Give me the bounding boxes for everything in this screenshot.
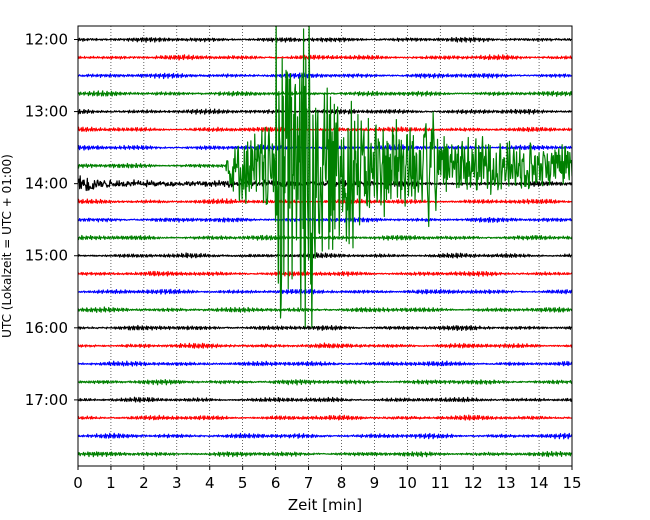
trace-line-0	[78, 36, 572, 43]
y-tick-label: 13:00	[25, 103, 68, 121]
y-tick-label: 17:00	[25, 391, 68, 409]
trace-line-10	[78, 216, 572, 223]
trace-group	[78, 26, 572, 458]
x-tick-label: 4	[205, 474, 215, 492]
x-tick-label: 13	[497, 474, 516, 492]
x-tick-label: 1	[106, 474, 116, 492]
trace-line-9	[78, 198, 572, 205]
trace-line-12	[78, 252, 572, 259]
trace-line-17	[78, 342, 572, 349]
x-tick-label: 0	[73, 474, 83, 492]
plot-frame	[77, 25, 573, 467]
trace-line-15	[78, 306, 572, 313]
trace-line-20	[78, 396, 572, 403]
x-axis-title: Zeit [min]	[288, 496, 362, 514]
trace-line-21	[78, 414, 572, 421]
grid-lines	[110, 26, 540, 466]
trace-line-8	[78, 175, 572, 192]
x-tick-label: 6	[271, 474, 281, 492]
x-tick-label: 10	[398, 474, 417, 492]
trace-line-18	[78, 360, 572, 367]
x-tick-label: 12	[464, 474, 483, 492]
trace-line-1	[78, 54, 572, 61]
y-tick-label: 15:00	[25, 247, 68, 265]
x-tick-label: 8	[337, 474, 347, 492]
trace-line-2	[78, 72, 572, 80]
trace-line-3	[78, 90, 572, 97]
x-tick-label: 11	[431, 474, 450, 492]
y-tick-label: 12:00	[25, 31, 68, 49]
trace-line-7	[78, 26, 572, 328]
x-tick-label: 15	[562, 474, 581, 492]
x-axis-ticks: 0 1 2 3 4 5 6 7 8 9 10 11 12 13 14 15	[73, 466, 582, 492]
trace-line-16	[78, 324, 572, 332]
trace-line-19	[78, 379, 572, 386]
y-tick-label: 14:00	[25, 175, 68, 193]
y-tick-label: 16:00	[25, 319, 68, 337]
trace-line-14	[78, 288, 572, 295]
trace-line-13	[78, 270, 572, 277]
trace-line-22	[78, 432, 572, 440]
x-tick-label: 2	[139, 474, 149, 492]
x-tick-label: 14	[530, 474, 549, 492]
y-axis-ticks: 12:00 13:00 14:00 15:00 16:00 17:00	[25, 31, 78, 409]
y-axis-title: UTC (Lokalzeit = UTC + 01:00)	[0, 154, 14, 338]
trace-line-11	[78, 234, 572, 241]
x-tick-label: 5	[238, 474, 248, 492]
trace-line-23	[78, 450, 572, 458]
x-tick-label: 9	[370, 474, 380, 492]
x-tick-label: 7	[304, 474, 314, 492]
x-tick-label: 3	[172, 474, 182, 492]
